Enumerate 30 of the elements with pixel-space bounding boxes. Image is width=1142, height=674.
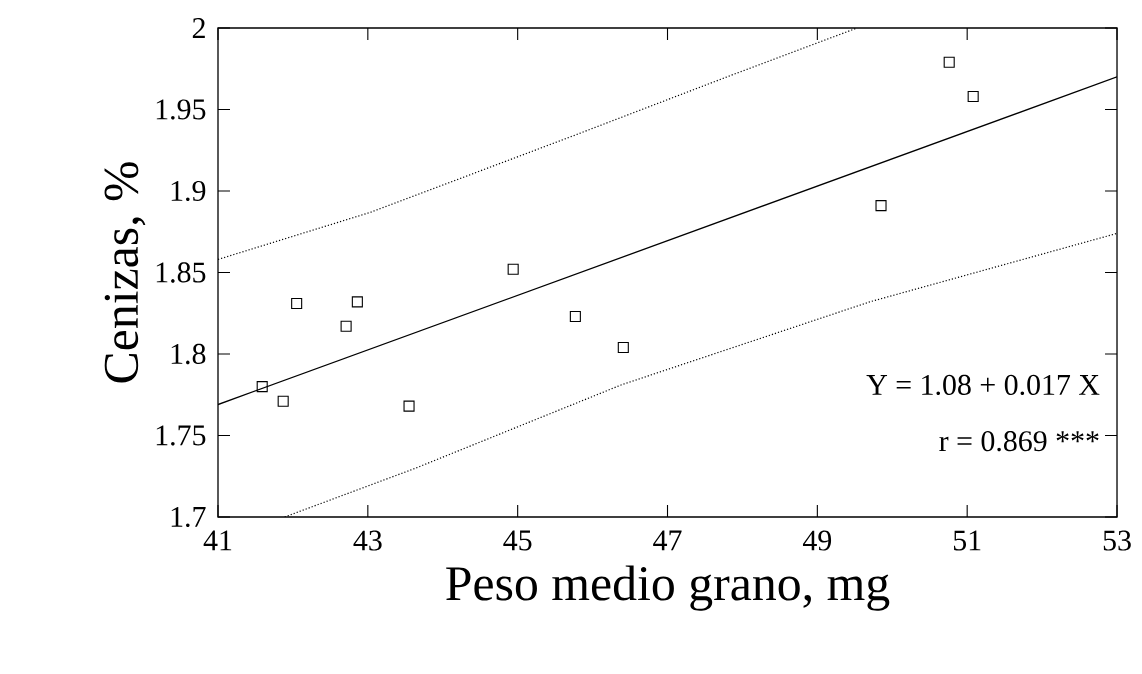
y-tick-label: 1.95: [156, 99, 206, 120]
point: [967, 90, 979, 102]
point: [507, 263, 519, 275]
x-tick-label: 47: [653, 530, 682, 551]
x-tick-label: 41: [203, 530, 232, 551]
point: [291, 297, 303, 310]
y-tick-label: 1.9: [171, 180, 206, 202]
point: [943, 56, 955, 68]
x-axis-title: Peso medio grano, mg: [446, 565, 890, 611]
point: [256, 381, 268, 393]
point: [875, 200, 887, 212]
point: [351, 296, 363, 308]
annotation: r = 0.869 ***: [939, 431, 1099, 452]
point: [617, 341, 629, 354]
y-tick-label: 1.85: [156, 262, 206, 283]
y-tick-label: 1.8: [171, 343, 206, 365]
x-tick-label: 43: [353, 530, 382, 551]
point: [403, 400, 415, 412]
x-tick-label: 49: [802, 530, 832, 551]
y-tick-label: 1.7: [171, 506, 206, 528]
x-tick-label: 45: [503, 530, 532, 551]
x-tick-label: 51: [953, 530, 981, 551]
y-tick-label: 2: [192, 18, 205, 38]
point: [569, 310, 581, 323]
annotation: Y = 1.08 + 0.017 X: [866, 374, 1100, 396]
y-axis-title: Cenizas, %: [104, 162, 146, 383]
y-tick-label: 1.75: [156, 425, 206, 446]
point: [277, 395, 289, 407]
point: [340, 320, 352, 332]
x-tick-label: 53: [1103, 530, 1131, 551]
